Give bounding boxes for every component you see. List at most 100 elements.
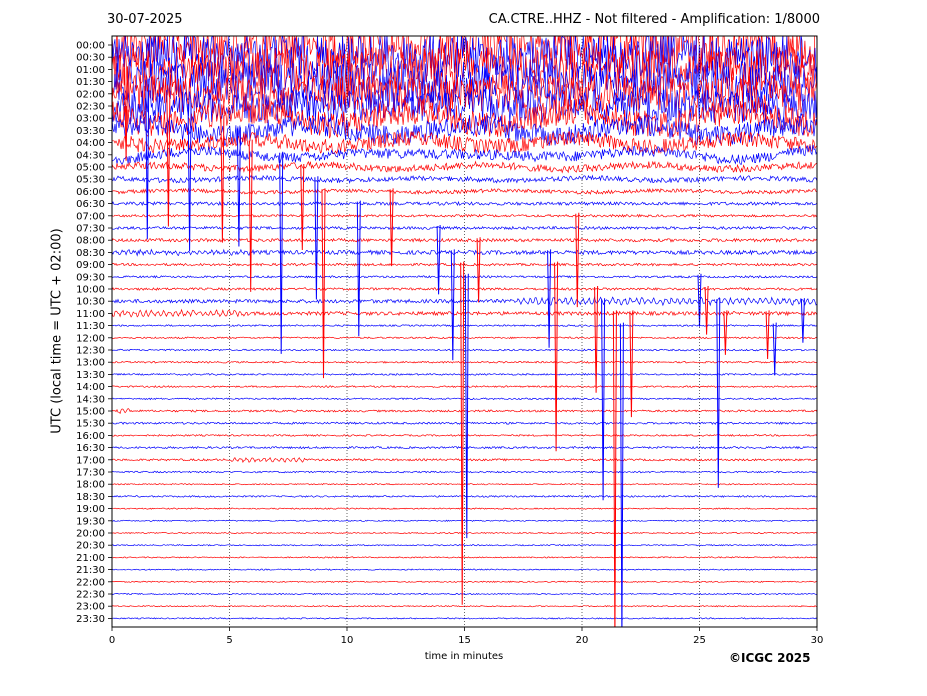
y-tick-label-2100: 21:00: [76, 553, 105, 564]
spike-1: [145, 78, 150, 240]
spike-13: [436, 224, 441, 295]
spike-27: [704, 285, 709, 335]
x-axis-label: time in minutes: [424, 651, 504, 662]
spike-32: [800, 298, 805, 343]
trace-row-0400: [112, 130, 817, 156]
spike-4: [220, 115, 225, 243]
trace-row-1130: [112, 324, 817, 327]
y-tick-label-1400: 14:00: [76, 382, 105, 393]
y-tick-label-2300: 23:00: [76, 602, 105, 613]
spike-23: [612, 310, 617, 627]
spike-12: [389, 188, 394, 267]
y-tick-label-1930: 19:30: [76, 516, 105, 527]
x-tick-label-0: 0: [109, 635, 115, 646]
y-tick-label-1200: 12:00: [76, 333, 105, 344]
spike-3: [187, 102, 192, 252]
y-tick-label-0830: 08:30: [76, 248, 105, 259]
trace-row-0500: [112, 160, 817, 174]
y-tick-label-0230: 02:30: [76, 102, 105, 113]
chart-title: CA.CTRE..HHZ - Not filtered - Amplificat…: [488, 12, 820, 27]
x-tick-label-5: 5: [226, 635, 232, 646]
y-tick-label-1030: 10:30: [76, 297, 105, 308]
spike-31: [772, 322, 777, 376]
y-tick-label-0130: 01:30: [76, 77, 105, 88]
y-tick-label-0430: 04:30: [76, 150, 105, 161]
trace-row-1030: [112, 296, 817, 307]
spike-29: [723, 310, 728, 355]
trace-row-1900: [112, 507, 817, 510]
trace-row-1500: [112, 408, 817, 415]
y-tick-label-0900: 09:00: [76, 260, 105, 271]
spike-5: [236, 127, 241, 247]
y-tick-label-0600: 06:00: [76, 187, 105, 198]
spike-15: [460, 261, 465, 605]
y-tick-label-1300: 13:00: [76, 358, 105, 369]
spike-28: [716, 298, 721, 488]
spike-20: [575, 212, 580, 308]
y-tick-label-0500: 05:00: [76, 163, 105, 174]
grid-layer: [229, 36, 700, 627]
y-tick-label-0630: 06:30: [76, 199, 105, 210]
y-tick-label-1230: 12:30: [76, 346, 105, 357]
y-tick-label-0030: 00:30: [76, 53, 105, 64]
trace-row-0730: [112, 225, 817, 231]
y-tick-label-1700: 17:00: [76, 455, 105, 466]
x-tick-label-20: 20: [576, 635, 589, 646]
spike-2: [166, 90, 171, 227]
trace-row-0530: [112, 174, 817, 184]
y-tick-label-1330: 13:30: [76, 370, 105, 381]
y-tick-label-2230: 22:30: [76, 590, 105, 601]
trace-row-2030: [112, 544, 817, 547]
y-tick-label-1830: 18:30: [76, 492, 105, 503]
x-tick-label-10: 10: [341, 635, 354, 646]
spike-16: [464, 273, 469, 539]
spike-0: [124, 66, 129, 161]
spike-8: [300, 163, 305, 251]
date-label: 30-07-2025: [107, 12, 183, 27]
y-tick-label-2000: 20:00: [76, 529, 105, 540]
y-tick-label-1500: 15:00: [76, 407, 105, 418]
y-tick-label-1530: 15:30: [76, 419, 105, 430]
spike-30: [765, 310, 770, 360]
spike-18: [547, 249, 552, 348]
x-tick-label-15: 15: [458, 635, 471, 646]
y-tick-label-0800: 08:00: [76, 236, 105, 247]
spike-7: [279, 151, 284, 354]
trace-row-0230: [112, 88, 817, 124]
x-tick-label-25: 25: [693, 635, 706, 646]
y-tick-label-1900: 19:00: [76, 504, 105, 515]
trace-row-1930: [112, 519, 817, 522]
y-tick-label-0000: 00:00: [76, 41, 105, 52]
trace-row-2100: [112, 556, 817, 559]
y-tick-label-1130: 11:30: [76, 321, 105, 332]
y-tick-label-0300: 03:00: [76, 114, 105, 125]
spike-19: [554, 261, 559, 452]
y-tick-label-0100: 01:00: [76, 65, 105, 76]
copyright-label: ©ICGC 2025: [729, 651, 811, 665]
y-tick-label-2030: 20:30: [76, 541, 105, 552]
y-tick-label-0530: 05:30: [76, 175, 105, 186]
trace-row-2000: [112, 531, 817, 535]
y-tick-label-2330: 23:30: [76, 614, 105, 625]
y-tick-label-1100: 11:00: [76, 309, 105, 320]
spike-10: [321, 188, 326, 379]
spike-9: [314, 176, 319, 300]
y-tick-label-1430: 14:30: [76, 394, 105, 405]
y-tick-label-0930: 09:30: [76, 272, 105, 283]
y-tick-label-1800: 18:00: [76, 480, 105, 491]
x-tick-label-30: 30: [811, 635, 824, 646]
y-tick-label-1630: 16:30: [76, 443, 105, 454]
y-tick-label-0330: 03:30: [76, 126, 105, 137]
y-tick-label-2130: 21:30: [76, 565, 105, 576]
spike-11: [356, 200, 361, 337]
y-tick-label-0700: 07:00: [76, 211, 105, 222]
spike-26: [697, 273, 702, 327]
trace-row-1300: [112, 360, 817, 364]
spike-22: [601, 298, 606, 501]
trace-row-1200: [112, 336, 817, 340]
y-tick-label-0400: 04:00: [76, 138, 105, 149]
trace-row-1230: [112, 348, 817, 352]
spike-24: [619, 322, 624, 627]
